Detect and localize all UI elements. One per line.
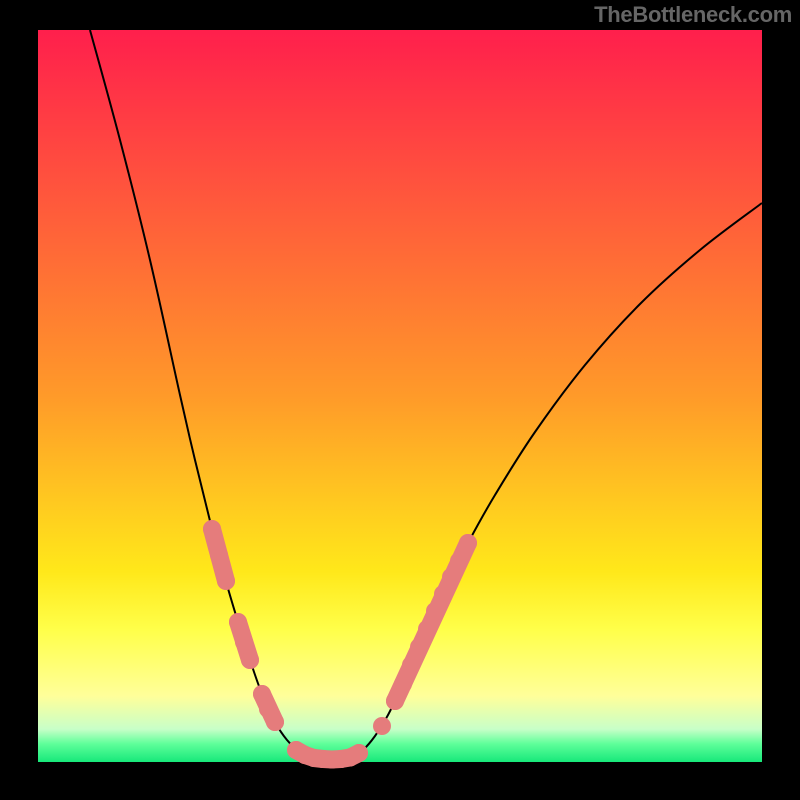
valley-marker-7 [350,744,368,762]
right-marker-1 [394,675,412,693]
right-marker-2 [402,656,420,674]
chart-svg-overlay [0,0,800,800]
left-marker-4 [235,633,253,651]
right-marker-5 [426,602,444,620]
left-marker-0 [203,520,221,538]
right-marker-9 [459,534,477,552]
left-marker-8 [266,713,284,731]
left-marker-5 [241,651,259,669]
right-marker-3 [410,638,428,656]
right-marker-6 [434,585,452,603]
left-marker-3 [229,613,247,631]
attribution-watermark: TheBottleneck.com [594,2,792,28]
right-marker-0 [386,692,404,710]
data-point-markers [203,520,477,769]
left-marker-2 [217,572,235,590]
left-marker-1 [210,546,228,564]
right-marker-7 [442,568,460,586]
right-isolated-marker [373,717,391,735]
right-marker-8 [450,552,468,570]
right-marker-4 [418,620,436,638]
